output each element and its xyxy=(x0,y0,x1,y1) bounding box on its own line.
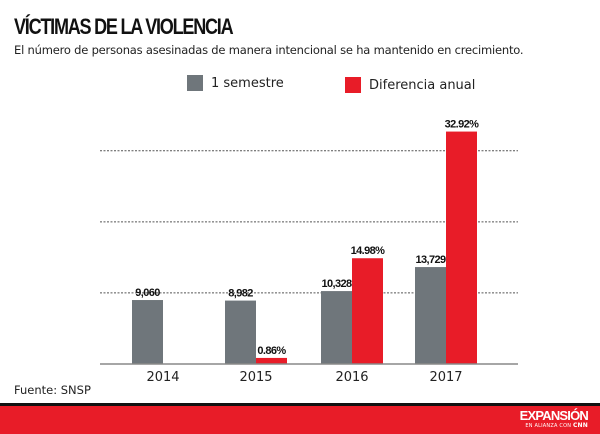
x-tick-label: 2017 xyxy=(429,370,462,385)
data-label-diferencia: 32.92% xyxy=(445,119,480,131)
data-label-semestre: 8,982 xyxy=(228,288,253,300)
x-tick-label: 2016 xyxy=(335,370,368,385)
bar-semestre xyxy=(225,300,256,364)
chart-subtitle: El número de personas asesinadas de mane… xyxy=(14,43,524,57)
data-label-diferencia: 14.98% xyxy=(351,245,386,257)
brand-name: EXPANSIÓN xyxy=(519,408,589,423)
brand-tagline: EN ALIANZA CON CNN xyxy=(525,422,588,430)
chart-title: VÍCTIMAS DE LA VIOLENCIA xyxy=(14,14,234,39)
cnn-logo: CNN xyxy=(572,422,588,429)
bar-semestre xyxy=(415,267,446,364)
legend-swatch-semestre xyxy=(187,75,203,91)
legend-item-diferencia: Diferencia anual xyxy=(345,77,475,93)
expansion-logo: EXPANSIÓN EN ALIANZA CON CNN xyxy=(519,408,589,430)
data-label-semestre: 13,729 xyxy=(415,254,446,266)
bar-diferencia xyxy=(256,357,287,364)
footer-bar: EXPANSIÓN EN ALIANZA CON CNN xyxy=(0,406,600,434)
footer-divider xyxy=(0,403,600,406)
data-label-semestre: 10,328 xyxy=(321,278,352,290)
source-note: Fuente: SNSP xyxy=(14,383,91,397)
legend-swatch-diferencia xyxy=(345,77,361,93)
legend-item-semestre: 1 semestre xyxy=(187,75,284,91)
bar-diferencia xyxy=(352,258,383,364)
data-label-diferencia: 0.86% xyxy=(257,345,286,357)
bar-diferencia xyxy=(446,131,477,364)
bar-chart: 9,060 2014 8,982 0.86% 2015 10,328 14.98% 2016 1… xyxy=(100,119,518,385)
x-tick-label: 2014 xyxy=(146,370,179,385)
legend-label-semestre: 1 semestre xyxy=(211,75,284,91)
legend-label-diferencia: Diferencia anual xyxy=(369,77,476,93)
x-tick-label: 2015 xyxy=(239,370,272,385)
bar-semestre xyxy=(132,300,163,364)
data-label-semestre: 9,060 xyxy=(135,287,160,299)
bar-semestre xyxy=(321,291,352,364)
